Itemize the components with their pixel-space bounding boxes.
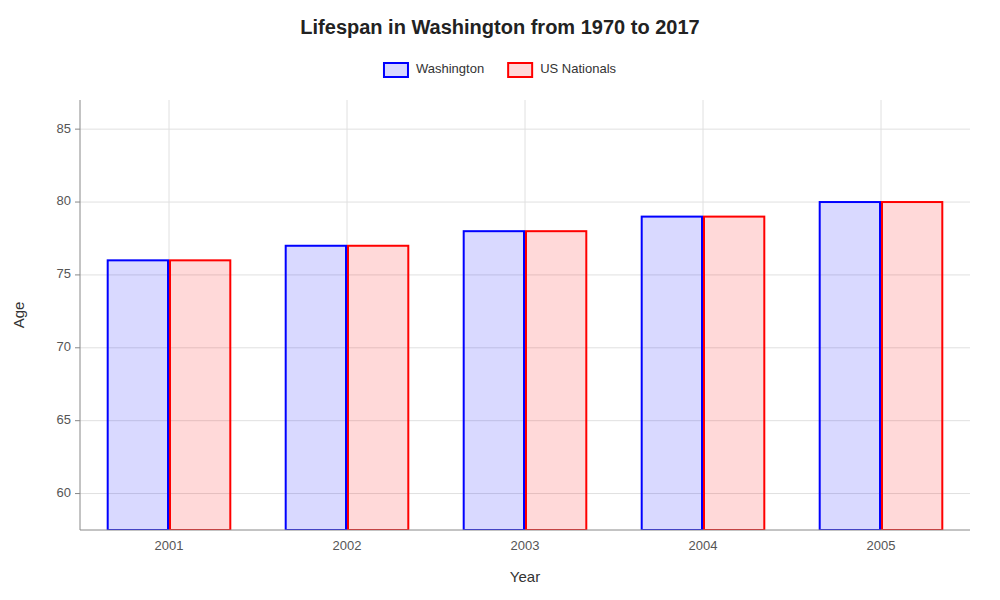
legend-swatch [384,63,408,77]
x-axis-line [80,530,970,531]
bar [108,260,168,530]
bar [286,246,346,530]
legend: Washington US Nationals [384,61,617,77]
bar [642,217,702,530]
y-tick-label: 65 [57,412,71,427]
x-tick-label: 2003 [511,538,540,553]
y-tick [75,420,80,421]
chart-container: 60 65 70 75 80 85 2001 2002 2003 2004 2005 Year Age L… [0,0,1000,600]
axes: 60 65 70 75 80 85 2001 2002 2003 2004 2005 [57,100,970,553]
x-tick-label: 2001 [155,538,184,553]
x-tick-label: 2004 [689,538,718,553]
grid [80,100,970,530]
y-tick-label: 80 [57,193,71,208]
y-tick-label: 60 [57,485,71,500]
legend-item: Washington [384,61,484,77]
y-tick-label: 85 [57,121,71,136]
y-tick [75,347,80,348]
title: Lifespan in Washington from 1970 to 2017 [300,16,699,38]
legend-swatch [508,63,532,77]
legend-item: US Nationals [508,61,616,77]
x-axis-label: Year [510,568,540,585]
chart-svg: 60 65 70 75 80 85 2001 2002 2003 2004 2005 Year Age L… [0,0,1000,600]
y-tick [75,202,80,203]
legend-label: Washington [416,61,484,76]
legend-label: US Nationals [540,61,616,76]
x-tick-label: 2005 [867,538,896,553]
x-tick-label: 2002 [333,538,362,553]
y-tick-label: 70 [57,339,71,354]
y-tick [75,129,80,130]
bar [526,231,586,530]
bar [882,202,942,530]
y-axis-label: Age [10,302,27,329]
y-axis-line [80,100,81,530]
y-tick [75,274,80,275]
y-tick-label: 75 [57,266,71,281]
bars [108,202,943,530]
bar [464,231,524,530]
y-tick [75,493,80,494]
bar [704,217,764,530]
bar [170,260,230,530]
bar [348,246,408,530]
bar [820,202,880,530]
